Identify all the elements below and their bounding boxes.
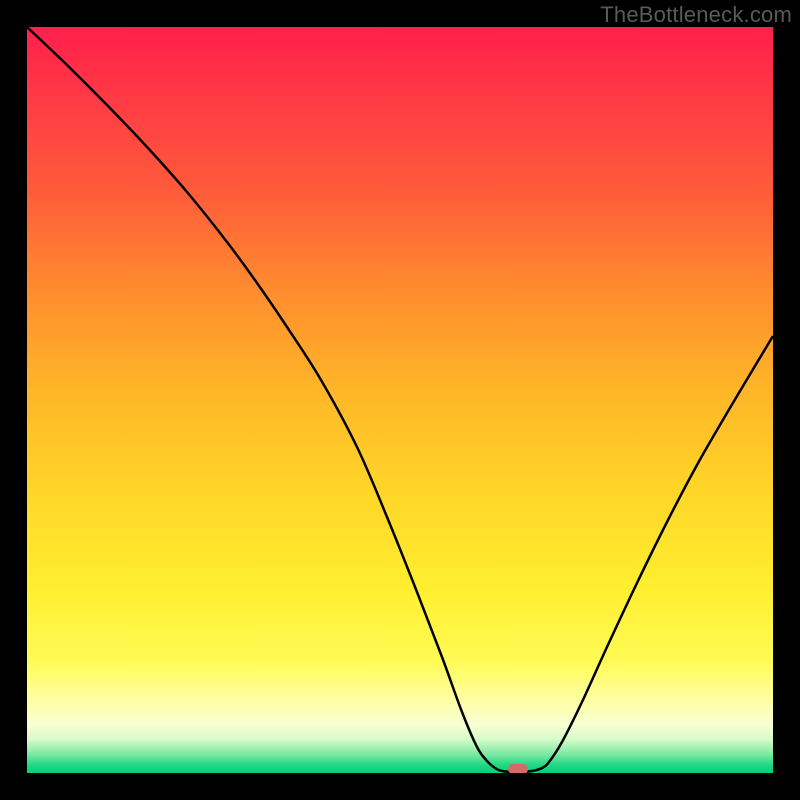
watermark-text: TheBottleneck.com bbox=[600, 2, 792, 28]
optimal-point-marker bbox=[508, 764, 528, 773]
plot-area bbox=[27, 27, 773, 773]
bottleneck-curve bbox=[27, 27, 773, 773]
